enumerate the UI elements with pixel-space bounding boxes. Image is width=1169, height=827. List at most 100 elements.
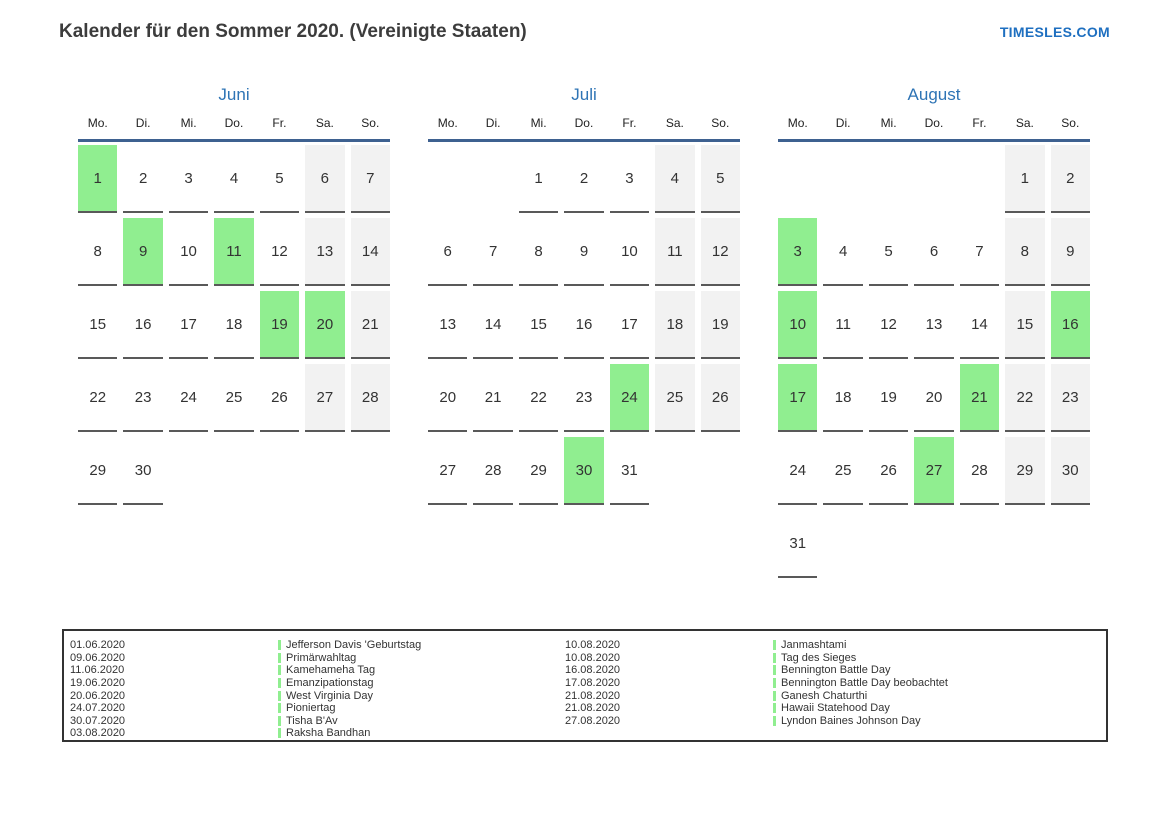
day-cell: 4 xyxy=(214,145,254,213)
day-cell-empty xyxy=(778,145,817,213)
day-cell: 1 xyxy=(78,145,118,213)
day-cell: 14 xyxy=(959,291,1000,359)
day-cell: 4 xyxy=(823,218,863,286)
day-cell: 27 xyxy=(428,437,468,505)
weekday-label: So. xyxy=(361,116,380,130)
day-cell: 20 xyxy=(914,364,954,432)
day-cell: 16 xyxy=(123,291,163,359)
day-cell: 18 xyxy=(823,364,863,432)
weekday-label: Fr. xyxy=(972,116,987,130)
legend-date: 10.08.2020 xyxy=(565,639,621,652)
day-cell: 1 xyxy=(518,145,559,213)
legend-holiday-name: Tisha B'Av xyxy=(278,715,338,727)
day-cell: 7 xyxy=(350,145,390,213)
day-cell: 17 xyxy=(609,291,650,359)
legend-row: 17.08.2020 Bennington Battle Day beobacht… xyxy=(565,677,948,690)
day-cell: 11 xyxy=(655,218,695,286)
legend-holiday-name: Janmashtami xyxy=(773,639,846,651)
day-cell-empty xyxy=(869,145,908,213)
day-cell: 13 xyxy=(305,218,345,286)
weekday-header-row: Mo. Di. Mi. Do. Fr. Sa. So. xyxy=(778,116,1090,142)
day-cell: 10 xyxy=(168,218,209,286)
day-cell: 20 xyxy=(305,291,345,359)
legend-date: 16.08.2020 xyxy=(565,664,621,677)
legend-row: 09.06.2020 Primärwahltag xyxy=(70,652,421,665)
day-cell: 13 xyxy=(428,291,468,359)
day-cell: 9 xyxy=(1050,218,1090,286)
day-cell: 6 xyxy=(428,218,468,286)
day-cell: 22 xyxy=(78,364,118,432)
holiday-marker-icon xyxy=(278,728,281,739)
holiday-marker-icon xyxy=(278,652,281,663)
day-cell: 29 xyxy=(1005,437,1045,505)
brand-link[interactable]: TIMESLES.COM xyxy=(999,24,1110,40)
holiday-marker-icon xyxy=(773,678,776,689)
day-cell: 27 xyxy=(305,364,345,432)
legend-holiday-label: West Virginia Day xyxy=(286,689,374,702)
legend-holiday-label: Raksha Bandhan xyxy=(286,727,371,740)
day-cell: 30 xyxy=(564,437,604,505)
day-cell: 8 xyxy=(78,218,118,286)
holiday-marker-icon xyxy=(278,703,281,714)
legend-group: 01.06.2020 Jefferson Davis 'Geburtstag 09.… xyxy=(70,639,421,740)
legend-holiday-label: Bennington Battle Day beobachtet xyxy=(781,677,948,690)
month-grid: 1 2 3 4 5 6 7 8 9 10 11 12 13 14 15 16 17 18 19 20 21 22 23 24 2… xyxy=(778,145,1090,578)
day-cell: 24 xyxy=(778,437,818,505)
legend-holiday-label: Primärwahltag xyxy=(286,651,357,664)
day-cell: 9 xyxy=(564,218,604,286)
holiday-marker-icon xyxy=(278,678,281,689)
day-cell: 22 xyxy=(518,364,559,432)
holiday-marker-icon xyxy=(278,715,281,726)
legend-date: 30.07.2020 xyxy=(70,714,126,727)
weekday-label: Di. xyxy=(485,116,501,130)
legend-holiday-label: Ganesh Chaturthi xyxy=(781,689,868,702)
weekday-label: So. xyxy=(711,116,730,130)
day-cell: 31 xyxy=(778,510,818,578)
month-grid: 1 2 3 4 5 6 7 8 9 10 11 12 13 14 15 16 17 18 19 20 21 22 23 24 2… xyxy=(428,145,740,505)
weekday-header-row: Mo. Di. Mi. Do. Fr. Sa. So. xyxy=(428,116,740,142)
day-cell: 26 xyxy=(700,364,740,432)
legend-holiday-name: Lyndon Baines Johnson Day xyxy=(773,715,921,727)
day-cell: 2 xyxy=(564,145,604,213)
legend-row: 21.08.2020 Hawaii Statehood Day xyxy=(565,702,948,715)
legend-holiday-name: Raksha Bandhan xyxy=(278,727,370,739)
day-cell-empty xyxy=(260,437,299,505)
weekday-label: Do. xyxy=(574,116,594,130)
day-cell: 2 xyxy=(123,145,163,213)
day-cell-empty xyxy=(823,145,862,213)
day-cell-empty xyxy=(428,145,467,213)
day-cell: 3 xyxy=(168,145,209,213)
legend-holiday-label: Bennington Battle Day xyxy=(781,664,891,677)
day-cell: 12 xyxy=(868,291,909,359)
weekday-label: So. xyxy=(1061,116,1080,130)
day-cell-empty xyxy=(960,145,999,213)
day-cell: 5 xyxy=(259,145,300,213)
legend-row: 27.08.2020 Lyndon Baines Johnson Day xyxy=(565,715,948,728)
month-juli: Juli Mo. Di. Mi. Do. Fr. Sa. So. 1 2 3 4 5 6 7 8 9 10 11 12… xyxy=(428,85,740,505)
day-cell: 9 xyxy=(123,218,163,286)
day-cell: 10 xyxy=(778,291,818,359)
legend-holiday-label: Pioniertag xyxy=(286,702,336,715)
month-juni: Juni Mo. Di. Mi. Do. Fr. Sa. So. 1 2 3 4 5 6 7 8 9 10 11 12… xyxy=(78,85,390,505)
weekday-label: Do. xyxy=(924,116,944,130)
day-cell: 16 xyxy=(1050,291,1090,359)
day-cell: 25 xyxy=(214,364,254,432)
legend-holiday-label: Lyndon Baines Johnson Day xyxy=(781,714,921,727)
day-cell-empty xyxy=(473,145,512,213)
day-cell-empty xyxy=(701,437,740,505)
day-cell: 5 xyxy=(700,145,740,213)
weekday-header-row: Mo. Di. Mi. Do. Fr. Sa. So. xyxy=(78,116,390,142)
day-cell: 25 xyxy=(655,364,695,432)
legend-holiday-label: Kamehameha Tag xyxy=(286,664,376,677)
day-cell: 30 xyxy=(123,437,163,505)
legend-date: 24.07.2020 xyxy=(70,702,126,715)
day-cell: 26 xyxy=(259,364,300,432)
legend-holiday-name: Ganesh Chaturthi xyxy=(773,690,867,702)
holiday-marker-icon xyxy=(773,690,776,701)
day-cell-empty xyxy=(655,437,694,505)
day-cell-empty xyxy=(169,437,208,505)
legend-holiday-name: Pioniertag xyxy=(278,702,336,714)
legend-holiday-name: Kamehameha Tag xyxy=(278,664,375,676)
day-cell: 16 xyxy=(564,291,604,359)
day-cell: 15 xyxy=(1005,291,1045,359)
